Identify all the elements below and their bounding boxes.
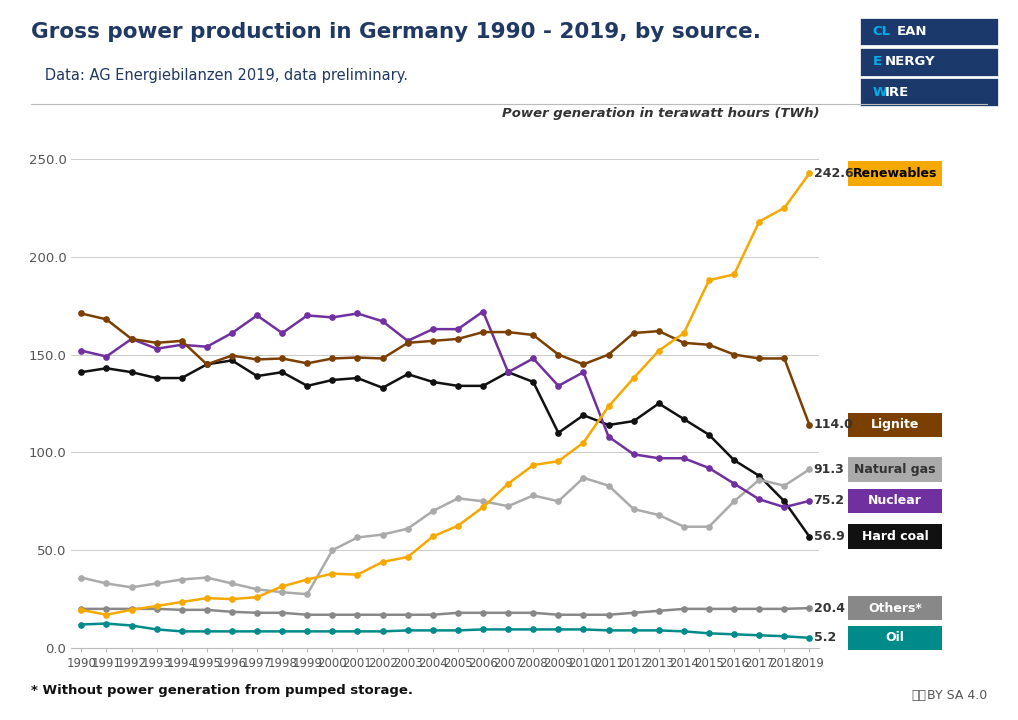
Text: 242.6: 242.6 <box>813 167 853 180</box>
Text: Renewables: Renewables <box>853 167 938 180</box>
Text: Data: AG Energiebilanzen 2019, data preliminary.: Data: AG Energiebilanzen 2019, data prel… <box>31 68 407 84</box>
Text: ⓂⒸ: ⓂⒸ <box>911 689 926 702</box>
Text: Natural gas: Natural gas <box>854 463 936 476</box>
Text: Gross power production in Germany 1990 - 2019, by source.: Gross power production in Germany 1990 -… <box>31 22 760 42</box>
Text: Hard coal: Hard coal <box>861 530 928 543</box>
Text: EAN: EAN <box>897 25 927 38</box>
Text: Nuclear: Nuclear <box>868 495 922 508</box>
Text: CL: CL <box>872 25 891 38</box>
Text: Lignite: Lignite <box>870 418 919 431</box>
Text: 20.4: 20.4 <box>813 602 845 615</box>
Text: Power generation in terawatt hours (TWh): Power generation in terawatt hours (TWh) <box>502 107 819 120</box>
Text: 56.9: 56.9 <box>813 530 844 543</box>
Text: 5.2: 5.2 <box>813 631 836 644</box>
Text: Oil: Oil <box>886 631 904 644</box>
Text: IRE: IRE <box>885 86 909 99</box>
Text: W: W <box>872 86 887 99</box>
Text: E: E <box>872 55 882 68</box>
Text: * Without power generation from pumped storage.: * Without power generation from pumped s… <box>31 684 412 697</box>
Text: NERGY: NERGY <box>885 55 936 68</box>
Text: 114.0: 114.0 <box>813 418 853 431</box>
Text: 91.3: 91.3 <box>813 463 844 476</box>
Text: Others*: Others* <box>868 602 922 615</box>
Text: BY SA 4.0: BY SA 4.0 <box>927 689 987 702</box>
Text: 75.2: 75.2 <box>813 495 845 508</box>
